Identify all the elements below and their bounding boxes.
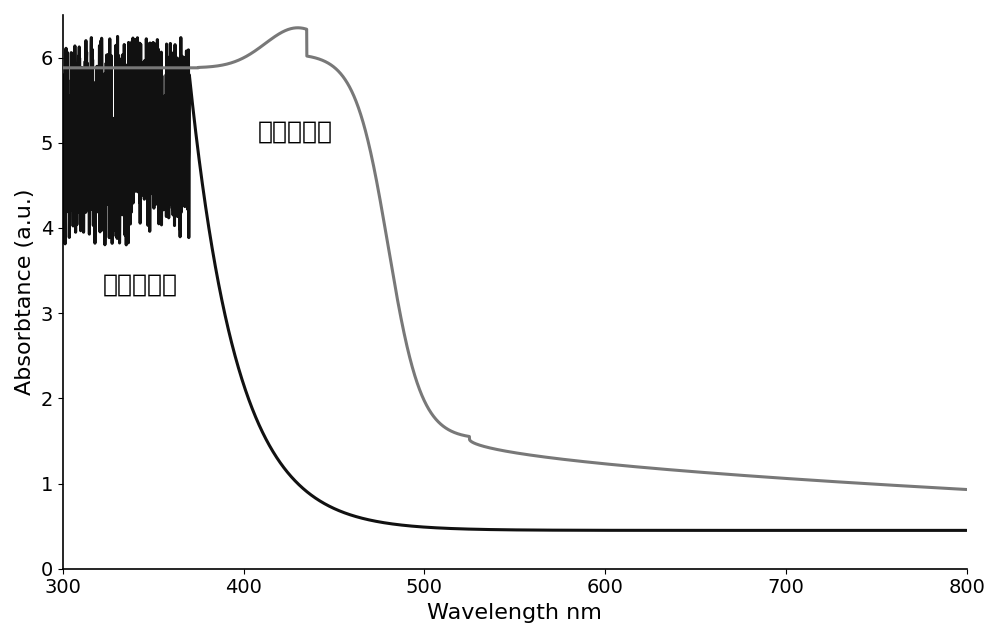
Y-axis label: Absorbtance (a.u.): Absorbtance (a.u.) (15, 189, 35, 395)
Text: 离子交换后: 离子交换后 (258, 119, 333, 144)
Text: 离子交换前: 离子交换前 (103, 273, 178, 297)
X-axis label: Wavelength nm: Wavelength nm (427, 603, 602, 623)
